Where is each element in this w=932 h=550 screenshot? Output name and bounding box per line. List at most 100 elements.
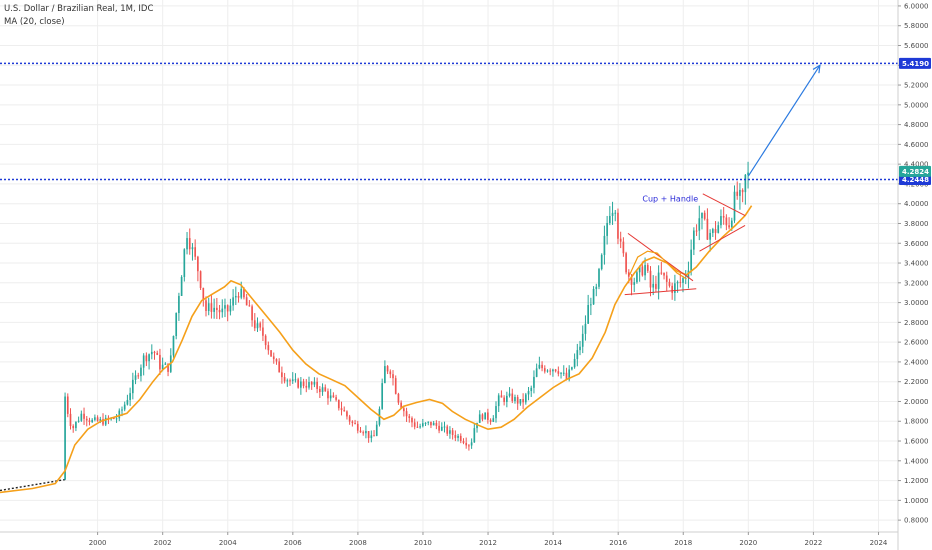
candle-body <box>224 305 226 309</box>
y-axis: 0.8000 1.0000 1.2000 1.4000 1.6000 1.8000 2.00… <box>897 0 929 550</box>
candle-body <box>457 435 459 438</box>
x-tick-label: 2024 <box>870 539 888 547</box>
candle-body <box>283 377 286 382</box>
candle-body <box>351 421 354 423</box>
drawings: Cup + Handle <box>0 62 898 296</box>
candle-body <box>140 367 142 377</box>
candle-body <box>243 288 245 298</box>
y-tick-label: 5.6000 <box>904 42 929 50</box>
candle-body <box>511 393 514 402</box>
candle-body <box>226 305 229 312</box>
candle-body <box>554 369 557 372</box>
candle-body <box>381 383 384 409</box>
candle-body <box>438 425 440 431</box>
candle-body <box>636 272 638 283</box>
x-tick-label: 2022 <box>804 539 822 547</box>
candle-body <box>627 272 630 277</box>
candle-body <box>178 295 180 314</box>
y-tick-label: 5.0000 <box>904 101 929 109</box>
candle-body <box>186 238 188 250</box>
candle-body <box>668 281 671 286</box>
candle-body <box>671 285 674 293</box>
candle-body <box>386 366 389 372</box>
candle-body <box>533 376 535 388</box>
candle-body <box>584 323 587 334</box>
candle-body <box>576 350 579 359</box>
candle-body <box>291 379 294 382</box>
candle-body <box>104 417 107 425</box>
candle-body <box>118 410 121 419</box>
candle-body <box>541 364 543 369</box>
candle-body <box>321 387 324 393</box>
x-tick-label: 2004 <box>219 539 237 547</box>
candle-body <box>91 419 94 422</box>
candle-body <box>703 212 706 219</box>
x-tick-label: 2000 <box>89 539 107 547</box>
y-tick-label: 2.6000 <box>904 339 929 347</box>
candle-body <box>403 408 405 412</box>
candle-body <box>267 345 270 351</box>
y-tick-label: 4.4000 <box>904 161 929 169</box>
candle-body <box>69 413 72 426</box>
candle-body <box>665 275 668 282</box>
trendline <box>702 193 746 217</box>
candle-body <box>744 174 747 193</box>
candle-body <box>741 189 744 193</box>
candle-body <box>210 303 213 312</box>
candle-body <box>641 266 644 276</box>
candle-body <box>145 355 148 362</box>
candle-body <box>489 419 492 422</box>
candle-body <box>327 391 329 399</box>
candle-body <box>237 296 240 298</box>
candle-body <box>131 379 134 394</box>
candle-body <box>77 420 80 422</box>
symbol-title: U.S. Dollar / Brazilian Real, 1M, IDC <box>4 4 154 14</box>
candle-body <box>508 393 511 396</box>
y-tick-label: 3.2000 <box>904 279 929 287</box>
candle-body <box>527 391 530 395</box>
candle-body <box>397 393 400 403</box>
candle-body <box>695 230 698 232</box>
candle-body <box>633 282 636 285</box>
candle-body <box>698 218 701 231</box>
candle-body <box>701 212 703 219</box>
candle-body <box>148 354 150 362</box>
candle-body <box>113 418 115 420</box>
candle-body <box>679 281 682 283</box>
x-tick-label: 2014 <box>544 539 562 547</box>
candle-body <box>354 422 356 424</box>
level-badge-lower-label: 4.2448 <box>902 176 929 184</box>
candle-body <box>478 414 481 423</box>
candle-body <box>592 288 595 305</box>
candle-body <box>714 229 717 233</box>
candle-body <box>682 278 684 283</box>
candle-body <box>421 423 424 427</box>
candle-body <box>733 191 736 221</box>
candle-body <box>384 366 386 384</box>
moving-average <box>0 205 753 494</box>
trendline <box>699 225 746 252</box>
candle-body <box>543 368 546 372</box>
candle-body <box>64 396 66 480</box>
candle-body <box>199 271 202 288</box>
candle-body <box>270 350 272 357</box>
candle-body <box>191 247 194 250</box>
y-tick-label: 6.0000 <box>904 2 929 10</box>
level-badge-upper-bg <box>899 57 931 69</box>
candle-body <box>416 426 419 428</box>
candle-body <box>85 418 88 421</box>
candle-body <box>481 414 484 420</box>
x-tick-label: 2020 <box>739 539 757 547</box>
candle-body <box>156 352 159 355</box>
candle-body <box>123 404 126 410</box>
candle-body <box>337 399 340 409</box>
candle-body <box>175 313 178 336</box>
candle-body <box>611 212 614 216</box>
candles <box>64 161 749 481</box>
y-tick-label: 1.2000 <box>904 477 929 485</box>
candle-body <box>598 269 600 287</box>
candle-body <box>546 370 549 372</box>
x-tick-label: 2006 <box>284 539 302 547</box>
